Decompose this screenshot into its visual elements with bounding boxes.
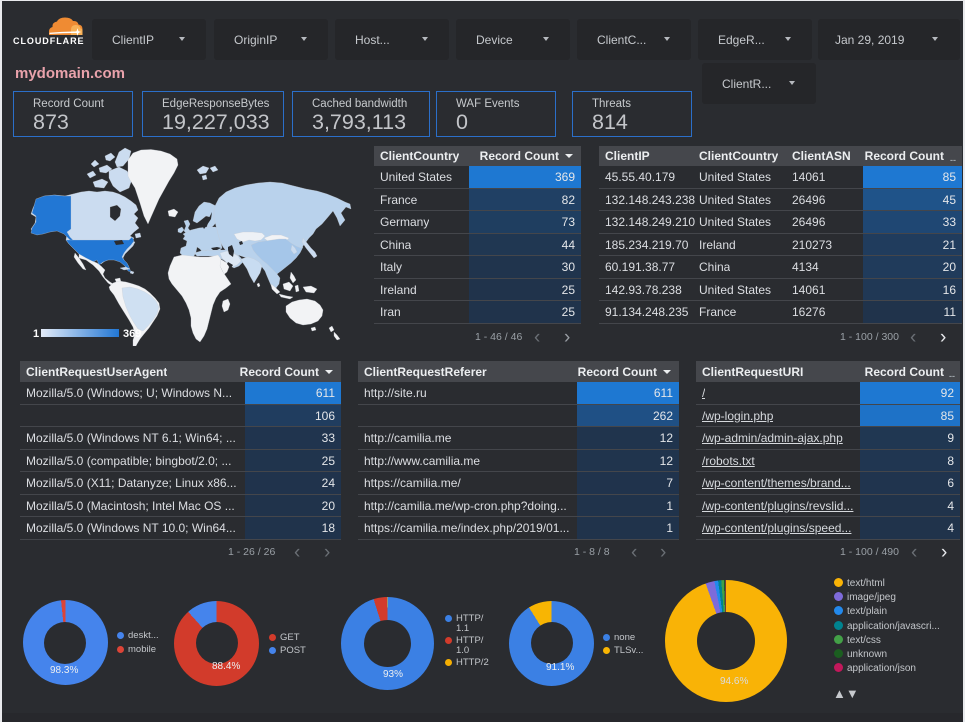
svg-text:369: 369: [123, 328, 141, 340]
svg-text:CLOUDFLARE: CLOUDFLARE: [13, 36, 85, 46]
svg-text:1: 1: [33, 328, 39, 340]
